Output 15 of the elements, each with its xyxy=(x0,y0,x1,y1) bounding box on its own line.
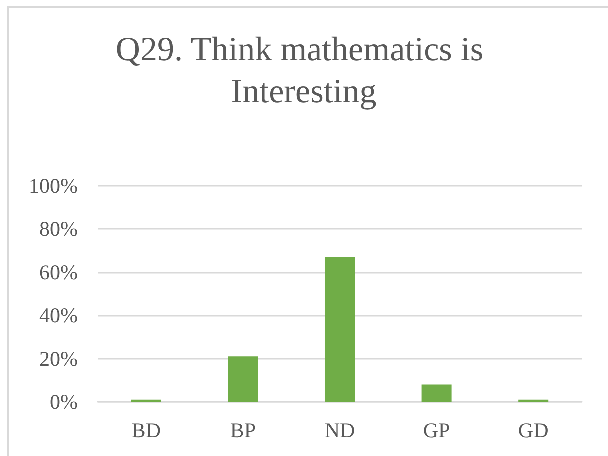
x-tick-label: GD xyxy=(518,418,549,442)
x-tick-label: GP xyxy=(423,418,450,442)
y-tick-label: 0% xyxy=(50,390,78,414)
y-tick-label: 60% xyxy=(40,260,78,284)
bar xyxy=(422,384,452,402)
x-tick-label: BD xyxy=(132,418,161,442)
bar xyxy=(324,257,356,402)
y-tick-label: 20% xyxy=(40,346,78,371)
y-tick-label: 100% xyxy=(29,174,78,198)
chart-title: Q29. Think mathematics is Interesting xyxy=(116,32,492,110)
y-tick-label: 80% xyxy=(40,217,78,242)
y-tick-label: 40% xyxy=(40,304,78,328)
x-tick-label: ND xyxy=(324,418,356,442)
x-tick-label: BP xyxy=(230,418,256,442)
bar xyxy=(228,356,258,402)
